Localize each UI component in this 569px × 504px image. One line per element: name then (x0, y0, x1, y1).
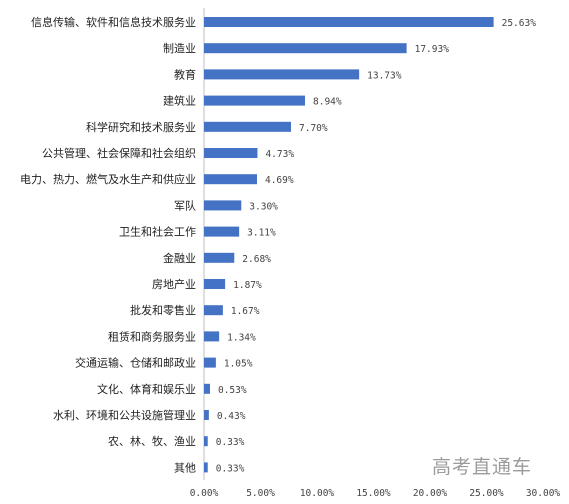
x-tick-label-6: 30.00% (526, 488, 561, 499)
category-label-7: 军队 (174, 198, 196, 212)
value-label-8: 3.11% (247, 228, 276, 239)
category-labels-group: 信息传输、软件和信息技术服务业制造业教育建筑业科学研究和技术服务业公共管理、社会… (20, 15, 196, 474)
bar-5 (204, 148, 258, 158)
category-label-13: 交通运输、仓储和邮政业 (75, 356, 196, 370)
category-label-1: 制造业 (163, 41, 196, 55)
x-tick-label-3: 15.00% (356, 488, 391, 499)
value-label-6: 4.69% (265, 175, 294, 186)
category-label-6: 电力、热力、燃气及水生产和供应业 (20, 172, 196, 186)
bar-16 (204, 436, 208, 447)
category-label-11: 批发和零售业 (130, 303, 196, 317)
bar-17 (204, 462, 208, 473)
value-label-3: 8.94% (313, 97, 342, 108)
value-label-9: 2.68% (242, 254, 271, 265)
value-label-5: 4.73% (265, 149, 294, 160)
x-tick-label-0: 0.00% (190, 488, 219, 499)
x-tick-label-1: 5.00% (246, 488, 275, 499)
value-label-4: 7.70% (299, 123, 328, 134)
bar-13 (204, 357, 216, 368)
category-label-12: 租赁和商务服务业 (108, 329, 196, 343)
category-label-17: 其他 (174, 461, 196, 474)
watermark: 高考直通车 (432, 456, 533, 478)
category-label-9: 金融业 (163, 251, 196, 265)
value-label-10: 1.87% (233, 280, 262, 291)
bar-8 (204, 226, 240, 237)
bar-11 (204, 305, 223, 316)
bar-2 (204, 69, 360, 80)
category-label-16: 农、林、牧、渔业 (108, 434, 196, 448)
value-label-0: 25.63% (502, 18, 537, 29)
bar-3 (204, 95, 306, 106)
bar-1 (204, 43, 407, 54)
category-label-14: 文化、体育和娱乐业 (97, 382, 196, 396)
x-tick-labels-group: 0.00% 5.00% 10.00% 15.00% 20.00% 25.00% 30.00% (190, 488, 561, 499)
category-label-2: 教育 (174, 67, 196, 81)
bar-0 (204, 17, 494, 27)
value-label-2: 13.73% (367, 70, 402, 81)
category-label-0: 信息传输、软件和信息技术服务业 (31, 15, 196, 29)
value-label-13: 1.05% (224, 359, 253, 370)
value-label-14: 0.53% (218, 385, 247, 396)
bar-6 (204, 174, 257, 185)
value-label-15: 0.43% (217, 411, 246, 422)
bar-7 (204, 200, 242, 211)
bar-9 (204, 252, 235, 263)
value-labels-group: 25.63% 17.93% 13.73% 8.94% 7.70% 4.73% 4.69% 3.… (216, 18, 536, 474)
category-label-10: 房地产业 (152, 277, 196, 291)
x-tick-label-4: 20.00% (413, 488, 448, 499)
category-label-3: 建筑业 (163, 94, 196, 108)
value-label-12: 1.34% (227, 332, 256, 343)
bar-4 (204, 121, 292, 132)
value-label-11: 1.67% (231, 306, 260, 317)
category-label-5: 公共管理、社会保障和社会组织 (42, 146, 196, 160)
bar-14 (204, 383, 210, 394)
category-label-15: 水利、环境和公共设施管理业 (53, 408, 196, 422)
value-label-7: 3.30% (249, 201, 278, 212)
x-tick-label-2: 10.00% (300, 488, 335, 499)
bar-12 (204, 331, 220, 342)
value-label-16: 0.33% (216, 437, 245, 448)
value-label-17: 0.33% (216, 463, 245, 474)
value-label-1: 17.93% (415, 44, 450, 55)
bar-10 (204, 279, 226, 289)
bar-15 (204, 410, 209, 420)
category-label-4: 科学研究和技术服务业 (86, 120, 196, 134)
bars-group (204, 17, 494, 473)
category-label-8: 卫生和社会工作 (119, 225, 196, 239)
x-tick-label-5: 25.00% (469, 488, 504, 499)
